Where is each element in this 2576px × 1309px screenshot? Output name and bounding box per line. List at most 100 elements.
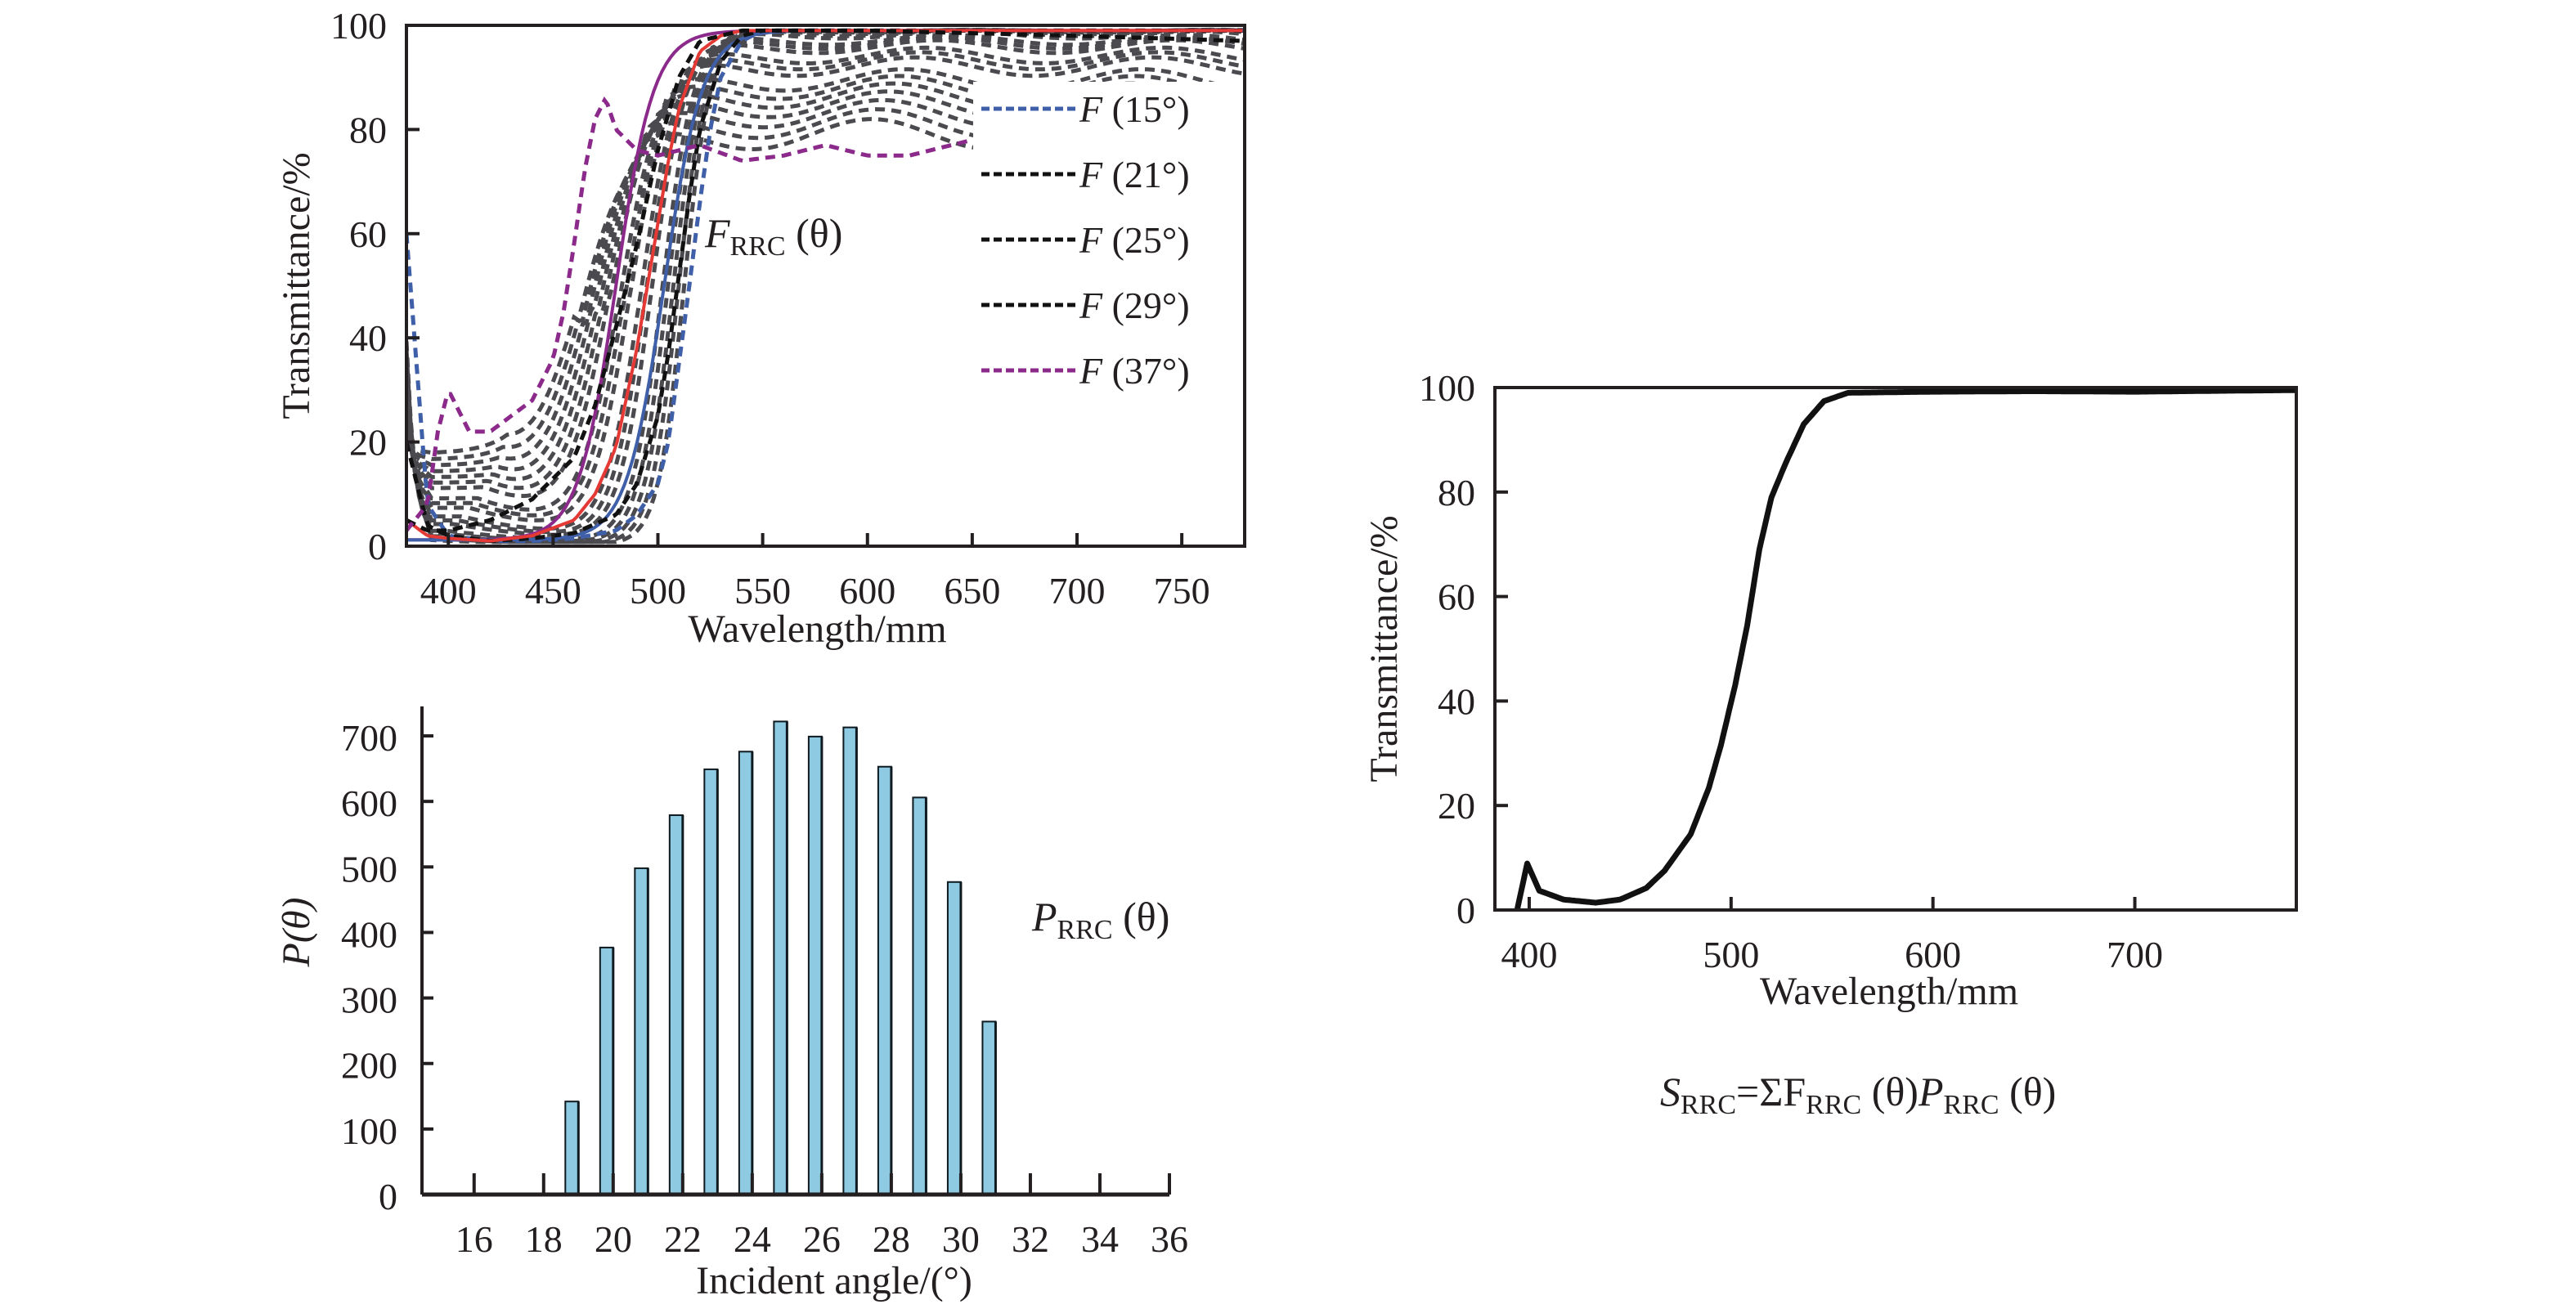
x-tick-label: 500 [630,570,686,612]
x-tick-label: 34 [1081,1218,1119,1260]
bar-29deg [912,796,927,1196]
y-axis-title: P(θ) [275,898,318,968]
x-tick-label: 550 [734,570,791,612]
x-tick-label: 36 [1151,1218,1188,1260]
y-tick-label: 60 [1438,576,1475,618]
formula-s: S [1660,1069,1681,1114]
curves-group [1514,387,2297,911]
curve-f-34deg [406,97,1245,468]
x-tick-label: 400 [420,570,477,612]
legend-label: F (25°) [1079,219,1190,261]
bar-22deg [668,814,684,1195]
legend-label-main: F [1079,285,1103,326]
bars-group [564,720,997,1196]
curve-f-24deg [406,38,1245,531]
annotation-main: F [704,210,730,256]
bar-20deg [599,946,614,1195]
legend-label: F (29°) [1079,285,1190,326]
x-tick-label: 28 [873,1218,910,1260]
legend-label-tail: (21°) [1102,154,1190,195]
x-tick-label: 650 [944,570,1000,612]
y-tick-label: 100 [330,5,387,47]
curve-f-30deg [406,67,1245,499]
x-tick-label: 750 [1154,570,1210,612]
x-axis-title: Wavelength/mm [688,607,946,651]
f-rrc-annotation: FRRC (θ) [704,210,842,262]
chart-filter-transmittance: 400 450 500 550 600 650 700 750 0 20 40 60 80 100 Wav… [275,5,1246,651]
x-tick-label: 16 [456,1218,493,1260]
formula-p-sub: RRC [1944,1090,1999,1120]
y-tick-label: 700 [341,717,397,759]
x-tick-label: 24 [734,1218,771,1260]
annotation-tail: (θ) [786,210,843,256]
curve-f-31deg [406,74,1245,491]
axis-ticks: 400 500 600 700 0 20 40 60 80 100 [1419,367,2163,975]
x-axis-title: Wavelength/mm [1760,970,2018,1013]
curve-s-rrc [1514,387,2297,911]
legend-label-main: F [1079,88,1103,130]
y-tick-label: 80 [1438,472,1475,513]
x-tick-label: 600 [1905,934,1961,975]
legend-label-main: F [1079,350,1103,392]
formula-theta-2: (θ) [1999,1069,2057,1114]
plot-frame [405,24,1246,548]
bar-21deg [634,867,649,1195]
bar-31deg [981,1020,997,1196]
legend-label-tail: (15°) [1102,88,1190,130]
x-tick-label: 30 [942,1218,980,1260]
y-tick-label: 40 [1438,680,1475,722]
bar-26deg [807,735,823,1195]
y-tick-label: 20 [349,422,387,464]
bar-24deg [738,751,753,1195]
x-tick-label: 500 [1703,934,1759,975]
y-tick-label: 500 [341,848,397,890]
chart-system-transmittance: 400 500 600 700 0 20 40 60 80 100 Wavelength/mm T… [1362,367,2298,1013]
s-rrc-formula: SRRC=ΣFRRC (θ)PRRC (θ) [1660,1069,2056,1120]
y-tick-label: 0 [368,526,387,567]
y-tick-label: 0 [379,1176,397,1217]
annotation-sub: RRC [730,231,786,262]
y-tick-label: 20 [1438,785,1475,827]
x-tick-label: 22 [664,1218,702,1260]
curve-f-27deg [406,50,1245,518]
bar-27deg [842,726,858,1195]
bar-25deg [773,720,788,1195]
curve-f-26deg [406,45,1245,522]
annotation-tail: (θ) [1113,894,1170,939]
formula-theta-1: (θ) [1861,1069,1919,1114]
y-tick-label: 100 [1419,367,1475,409]
x-axis-title: Incident angle/(°) [696,1259,972,1302]
y-tick-label: 80 [349,109,387,150]
y-tick-label: 0 [1456,890,1475,931]
legend-label-tail: (25°) [1102,219,1190,261]
y-tick-label: 100 [341,1110,397,1152]
bar-30deg [946,881,962,1196]
x-tick-label: 700 [2107,934,2163,975]
legend-label: F (37°) [1079,350,1190,392]
y-tick-label: 40 [349,317,387,359]
p-rrc-annotation: PRRC (θ) [1031,894,1169,945]
legend-label: F (15°) [1079,88,1190,130]
y-tick-label: 60 [349,213,387,255]
x-tick-label: 32 [1012,1218,1049,1260]
bar-28deg [877,765,892,1195]
legend-label-main: F [1079,154,1103,195]
curve-f-28deg [406,55,1245,512]
x-tick-label: 600 [839,570,895,612]
x-tick-label: 18 [525,1218,563,1260]
x-tick-label: 26 [803,1218,841,1260]
legend-label: F (21°) [1079,154,1190,195]
curve-f-22deg [406,33,1245,537]
annotation-sub: RRC [1057,915,1113,945]
plot-frame [1493,386,2298,912]
formula-s-sub: RRC [1681,1090,1736,1120]
chart-incident-angle-distribution: 16 18 20 22 24 26 28 30 32 34 36 0 100 200 300 400 500 60… [275,706,1188,1302]
curve-f29 [406,28,1243,533]
axis-ticks: 400 450 500 550 600 650 700 750 0 20 40 60 80 100 [330,5,1210,612]
bar-23deg [703,768,719,1195]
x-tick-label: 450 [525,570,581,612]
y-axis-title: Transmittance/% [275,152,318,419]
y-axis-title: Transmittance/% [1362,515,1406,782]
legend-label-main: F [1079,219,1103,261]
